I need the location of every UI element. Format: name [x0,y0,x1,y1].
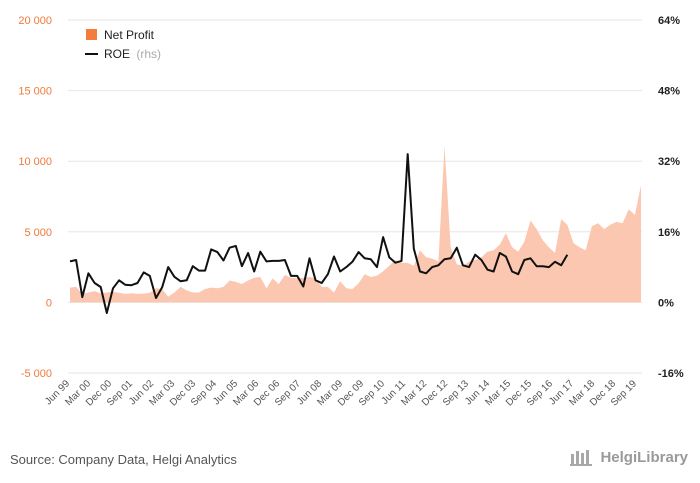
left-axis: 20 000 15 000 10 000 5 000 0 -5 000 [18,15,52,380]
right-tick-label: 0% [658,297,674,309]
helgi-library-logo[interactable]: HelgiLibrary [570,448,688,466]
roe-line [69,153,569,314]
left-tick-label: 15 000 [18,86,52,98]
legend-swatch-net-profit [86,29,97,40]
legend-label-rhs: (rhs) [136,47,161,61]
legend: Net Profit ROE (rhs) [85,28,161,61]
net-profit-area [70,145,641,303]
logo-text: HelgiLibrary [600,448,688,466]
source-note: Source: Company Data, Helgi Analytics [10,452,237,467]
left-tick-label: 20 000 [18,15,52,27]
left-tick-label: 5 000 [24,227,52,239]
chart: 20 000 15 000 10 000 5 000 0 -5 000 64% 48% 32%… [18,15,684,409]
right-tick-label: 64% [658,15,680,27]
legend-label-net-profit: Net Profit [104,28,155,42]
right-axis: 64% 48% 32% 16% 0% -16% [658,15,684,380]
right-tick-label: 48% [658,86,680,98]
left-tick-label: 10 000 [18,156,52,168]
right-tick-label: 32% [658,156,680,168]
right-tick-label: -16% [658,368,684,380]
left-tick-label: 0 [46,297,52,309]
svg-text:ROE (rhs): ROE (rhs) [104,47,161,61]
footer: Source: Company Data, Helgi Analytics He… [0,440,700,483]
right-tick-label: 16% [658,227,680,239]
grid [68,19,642,374]
library-icon [570,450,593,466]
left-tick-label: -5 000 [21,368,52,380]
legend-label-roe: ROE [104,47,130,61]
